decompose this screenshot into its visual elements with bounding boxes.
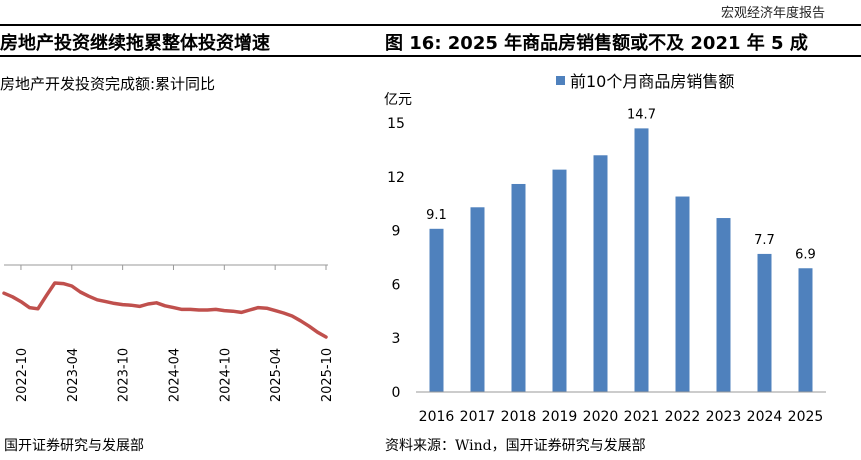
left-x-ticks: 2022-10 2023-04 2023-10 2024-04 2024-10 2025-… xyxy=(15,265,335,402)
title-rule xyxy=(0,55,861,57)
right-bar-chart: 前10个月商品房销售额 亿元 0 3 6 9 12 15 9.1 14.7 7.7 6.9 20… xyxy=(384,72,826,425)
bars: 9.1 14.7 7.7 6.9 xyxy=(426,107,816,392)
left-chart-subtitle: 房地产开发投资完成额:累计同比 xyxy=(0,75,216,93)
investment-yoy-line xyxy=(2,281,328,339)
bar-2025 xyxy=(798,268,813,392)
left-x-tick-label: 2025-10 xyxy=(320,348,335,402)
y-tick-label: 0 xyxy=(392,385,401,401)
left-x-tick-label: 2022-10 xyxy=(15,348,30,402)
y-tick-label: 9 xyxy=(392,224,401,240)
left-x-tick-label: 2025-04 xyxy=(269,348,284,402)
bar-2016 xyxy=(429,228,444,392)
header-rule xyxy=(0,24,861,26)
y-axis-unit-label: 亿元 xyxy=(384,92,412,108)
x-category-label: 2024 xyxy=(747,409,783,425)
legend-label: 前10个月商品房销售额 xyxy=(570,72,734,91)
left-source-note: 国开证券研究与发展部 xyxy=(4,438,144,454)
x-category-label: 2016 xyxy=(419,409,455,425)
legend-swatch xyxy=(556,76,565,85)
x-category-label: 2019 xyxy=(542,409,578,425)
bar-2017 xyxy=(470,207,485,392)
data-label-2016: 9.1 xyxy=(426,208,447,223)
y-tick-label: 12 xyxy=(387,170,405,186)
left-line-chart: 2022-10 2023-04 2023-10 2024-04 2024-10 2025-… xyxy=(2,264,335,402)
x-category-label: 2017 xyxy=(460,409,496,425)
y-tick-label: 3 xyxy=(392,331,401,347)
bar-2022 xyxy=(675,196,690,392)
left-x-tick-label: 2024-04 xyxy=(167,348,182,402)
bar-2020 xyxy=(593,155,608,392)
left-x-tick-label: 2023-10 xyxy=(117,348,132,402)
data-label-2021: 14.7 xyxy=(627,107,656,122)
x-category-label: 2021 xyxy=(624,409,660,425)
data-label-2024: 7.7 xyxy=(754,233,775,248)
bar-2023 xyxy=(716,218,731,392)
x-category-label: 2025 xyxy=(788,409,824,425)
right-source-note: 资料来源：Wind，国开证券研究与发展部 xyxy=(385,438,646,454)
left-x-tick-label: 2024-10 xyxy=(218,348,233,402)
data-label-2025: 6.9 xyxy=(795,247,816,262)
x-category-label: 2022 xyxy=(665,409,701,425)
y-ticks: 0 3 6 9 12 15 xyxy=(387,116,405,401)
bar-2019 xyxy=(552,169,567,392)
x-category-label: 2020 xyxy=(583,409,619,425)
left-x-tick-label: 2023-04 xyxy=(66,348,81,402)
y-tick-label: 6 xyxy=(392,277,401,293)
bar-2024 xyxy=(757,253,772,392)
report-type-label: 宏观经济年度报告 xyxy=(720,6,825,21)
x-category-labels: 2016 2017 2018 2019 2020 2021 2022 2023 2024 2025 xyxy=(419,409,824,425)
x-category-label: 2023 xyxy=(706,409,742,425)
y-tick-label: 15 xyxy=(387,116,405,132)
right-figure-title: 图 16: 2025 年商品房销售额或不及 2021 年 5 成 xyxy=(385,33,808,54)
bar-2018 xyxy=(511,183,526,392)
x-category-label: 2018 xyxy=(501,409,537,425)
left-figure-title: 房地产投资继续拖累整体投资增速 xyxy=(0,33,270,54)
bar-2021 xyxy=(634,128,649,392)
